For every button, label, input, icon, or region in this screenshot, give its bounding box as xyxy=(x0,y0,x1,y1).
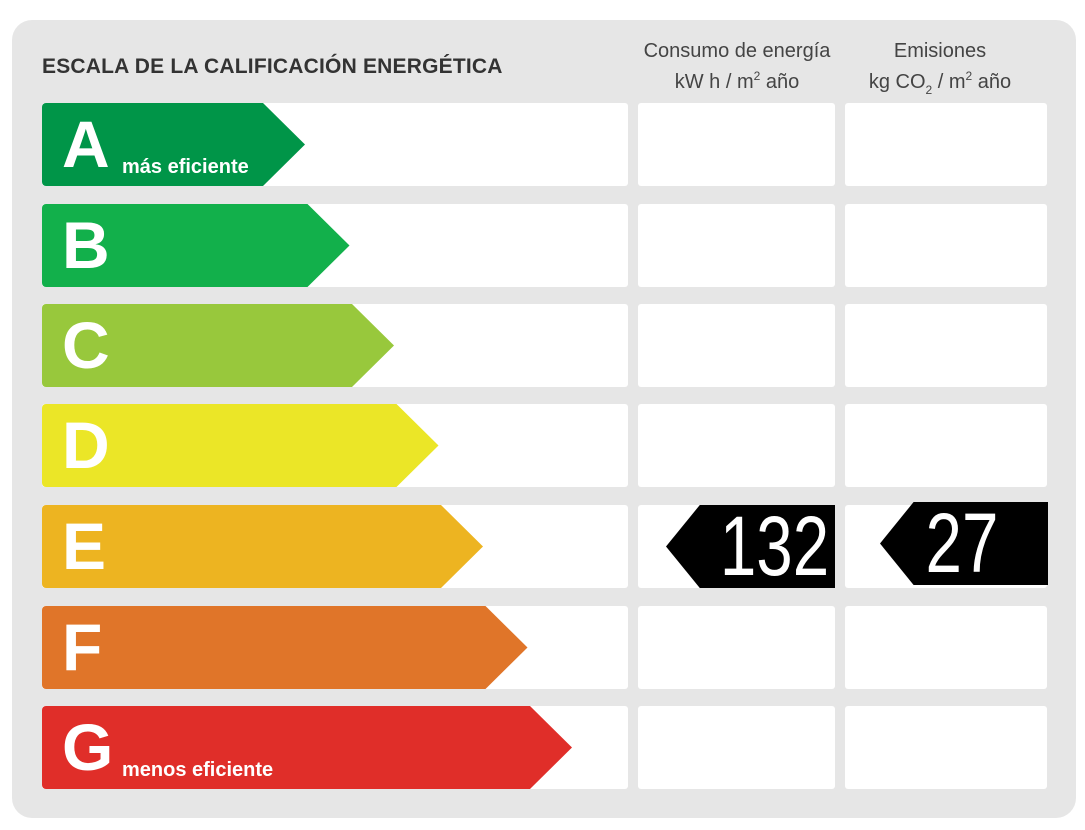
energy-cell xyxy=(638,404,835,487)
rating-letter: E xyxy=(62,509,107,583)
rating-arrow-e: E xyxy=(42,505,483,588)
emissions-cell xyxy=(845,204,1047,287)
rating-arrow-g: G menos eficiente xyxy=(42,706,572,789)
emissions-header-label: Emisiones xyxy=(893,40,987,62)
energy-column-header: Consumo de energía kW h / m2 año xyxy=(628,36,846,98)
energy-value-indicator: 132 xyxy=(666,505,835,588)
rating-note: menos eficiente xyxy=(122,759,274,781)
rating-letter: A xyxy=(62,107,110,181)
rating-letter: G xyxy=(62,710,114,784)
emissions-cell xyxy=(845,404,1047,487)
energy-cell xyxy=(638,204,835,287)
energy-header-label: Consumo de energía xyxy=(643,40,831,62)
rating-arrow-b: B xyxy=(42,204,350,287)
energy-unit: kW h / m2 año xyxy=(674,69,800,93)
scale-title: ESCALA DE LA CALIFICACIÓN ENERGÉTICA xyxy=(42,55,503,78)
emissions-cell xyxy=(845,304,1047,387)
emissions-value: 27 xyxy=(925,496,998,590)
energy-value: 132 xyxy=(719,499,829,593)
emissions-cell xyxy=(845,706,1047,789)
emissions-cell xyxy=(845,606,1047,689)
energy-cell xyxy=(638,706,835,789)
energy-cell xyxy=(638,103,835,186)
emissions-value-indicator: 27 xyxy=(880,502,1048,585)
rating-arrow-c: C xyxy=(42,304,394,387)
rating-letter: C xyxy=(62,308,110,382)
rating-note: más eficiente xyxy=(122,156,249,178)
rating-arrow-f: F xyxy=(42,606,528,689)
rating-letter: F xyxy=(62,610,103,684)
emissions-unit: kg CO2 / m2 año xyxy=(868,69,1012,97)
emissions-cell xyxy=(845,103,1047,186)
rating-letter: D xyxy=(62,408,110,482)
energy-cell xyxy=(638,606,835,689)
rating-arrow-a: A más eficiente xyxy=(42,103,305,186)
energy-cell xyxy=(638,304,835,387)
rating-letter: B xyxy=(62,208,110,282)
rating-arrow-d: D xyxy=(42,404,439,487)
emissions-column-header: Emisiones kg CO2 / m2 año xyxy=(840,36,1040,98)
